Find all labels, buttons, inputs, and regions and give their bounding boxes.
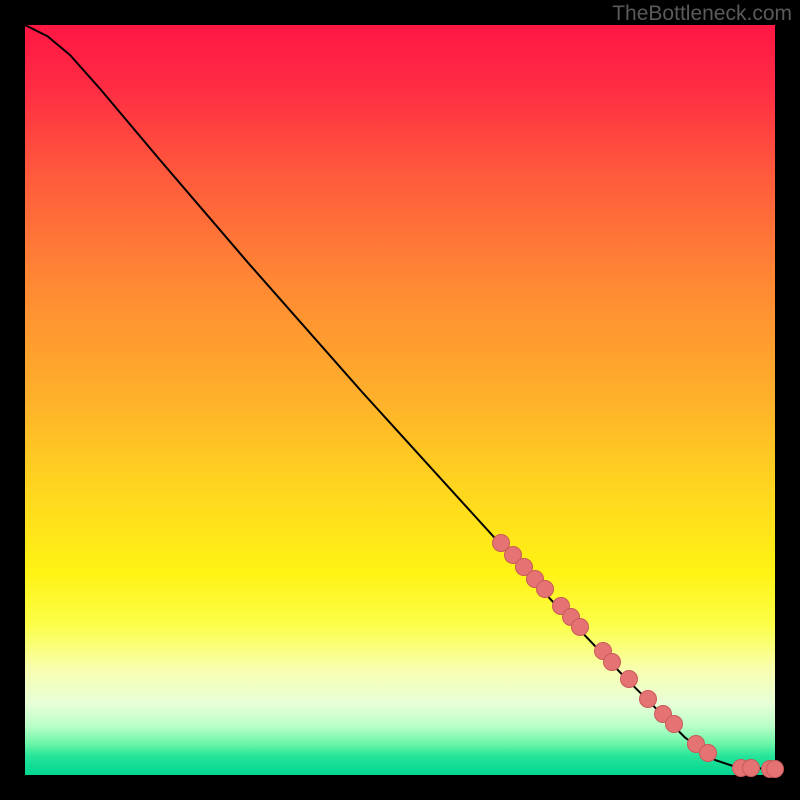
- watermark-text: TheBottleneck.com: [612, 2, 792, 26]
- chart-svg: [25, 25, 775, 775]
- data-marker: [699, 744, 717, 762]
- data-marker: [571, 618, 589, 636]
- chart-container: TheBottleneck.com: [0, 0, 800, 800]
- data-marker: [620, 670, 638, 688]
- data-marker: [665, 715, 683, 733]
- plot-area: [25, 25, 775, 775]
- data-marker: [603, 653, 621, 671]
- data-marker: [536, 580, 554, 598]
- data-marker: [742, 759, 760, 777]
- data-marker: [766, 760, 784, 778]
- trend-line: [25, 25, 775, 769]
- data-marker: [639, 690, 657, 708]
